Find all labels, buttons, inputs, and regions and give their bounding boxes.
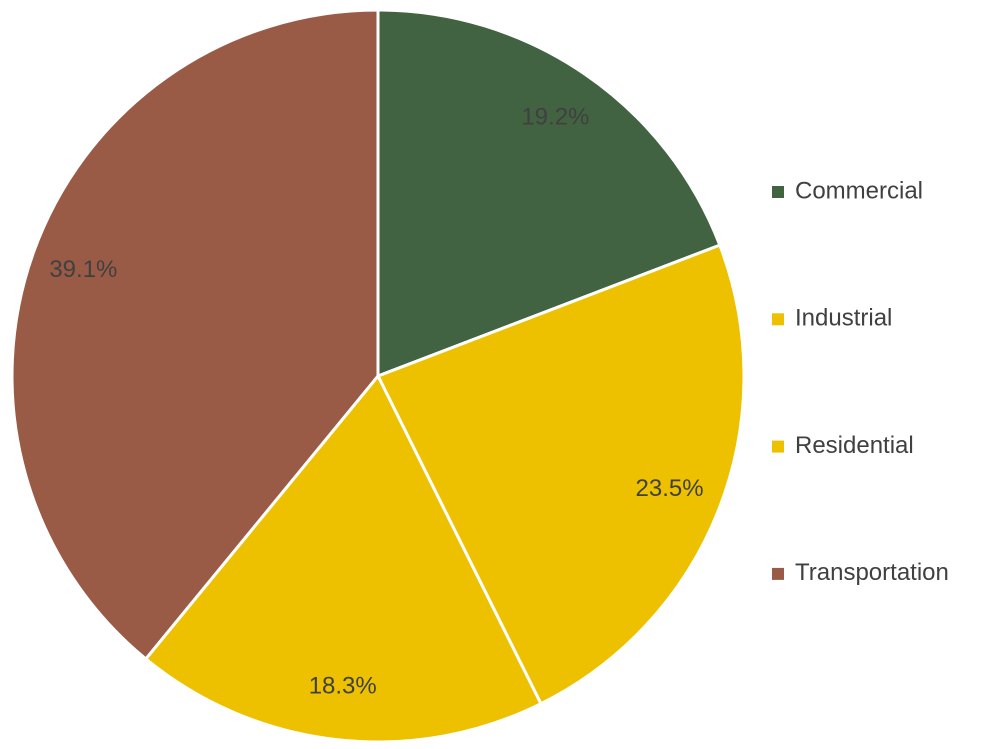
- pie-slice: [10, 8, 380, 662]
- pie-slice: [375, 243, 746, 706]
- legend-swatch: [772, 567, 784, 580]
- legend-swatch: [772, 186, 784, 198]
- pie-slice: [376, 8, 722, 379]
- data-label: 39.1%: [49, 256, 117, 283]
- legend-label: Commercial: [795, 177, 923, 204]
- legend-swatch: [772, 313, 784, 326]
- legend-swatch: [772, 440, 784, 453]
- data-label: 23.5%: [636, 475, 704, 502]
- pie-slice: [143, 373, 543, 744]
- legend-label: Transportation: [795, 559, 949, 586]
- data-label: 18.3%: [309, 672, 377, 699]
- legend-label: Industrial: [795, 305, 892, 332]
- data-label: 19.2%: [521, 104, 589, 131]
- legend-label: Residential: [795, 432, 914, 459]
